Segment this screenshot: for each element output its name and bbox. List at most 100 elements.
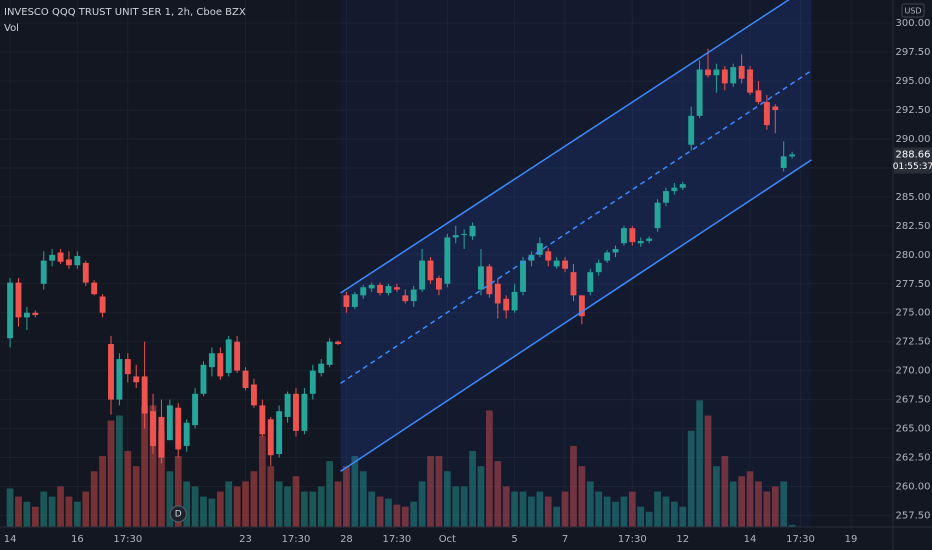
- volume-bar: [107, 420, 115, 527]
- volume-bar: [502, 486, 510, 527]
- volume-bar: [435, 456, 443, 527]
- volume-bar: [301, 491, 308, 527]
- candle-body: [713, 69, 720, 76]
- y-tick-label: 267.50: [896, 395, 931, 406]
- candle-body: [351, 294, 358, 307]
- volume-bar: [326, 461, 333, 527]
- candle-body: [368, 284, 375, 289]
- volume-bar: [679, 506, 687, 527]
- last-price-tag: [894, 147, 932, 174]
- volume-bar: [553, 506, 561, 527]
- candle-body: [646, 238, 653, 241]
- y-tick-label: 275.00: [896, 308, 931, 319]
- volume-bar: [368, 491, 376, 527]
- last-price: 288.66: [896, 150, 931, 161]
- x-tick-label: 16: [71, 534, 84, 545]
- volume-bar: [250, 471, 258, 527]
- volume-bar: [124, 450, 132, 527]
- candle-body: [293, 393, 299, 431]
- candle-body: [57, 252, 64, 262]
- candle-body: [74, 255, 81, 266]
- volume-bar: [343, 466, 350, 527]
- event-marker: [169, 505, 187, 523]
- y-tick-label: 295.00: [896, 76, 931, 87]
- candle-body: [40, 260, 47, 284]
- x-tick-label: 19: [845, 534, 858, 545]
- volume-bar: [620, 496, 628, 527]
- candle-body: [158, 416, 165, 458]
- candle-body: [763, 101, 770, 126]
- candle-body: [234, 341, 241, 371]
- volume-bar: [452, 486, 460, 527]
- volume-bar: [671, 501, 678, 527]
- y-tick-label: 272.50: [896, 337, 931, 348]
- volume-bar: [780, 481, 788, 527]
- volume-bar: [477, 466, 485, 527]
- y-tick-label: 262.50: [896, 453, 931, 464]
- currency-box[interactable]: [901, 3, 925, 18]
- candle-body: [208, 353, 215, 368]
- x-tick-label: 17:30: [382, 534, 411, 545]
- volume-bar: [191, 486, 199, 527]
- volume-bar: [586, 481, 594, 527]
- candle-body: [730, 67, 737, 84]
- volume-bar: [654, 491, 661, 527]
- candle-body: [267, 419, 274, 456]
- volume-bar: [771, 486, 779, 527]
- candle-body: [444, 237, 451, 284]
- channel-upper: [340, 0, 790, 294]
- volume-bar: [174, 456, 182, 527]
- x-tick-label: 17:30: [786, 534, 815, 545]
- candle-body: [478, 266, 484, 290]
- volume-bar: [225, 481, 233, 527]
- candle-body: [419, 260, 426, 290]
- candle-body: [217, 353, 224, 377]
- volume-bar: [738, 476, 746, 527]
- volume-bar: [662, 496, 670, 527]
- candle-body: [15, 282, 22, 318]
- candle-body: [536, 243, 543, 255]
- candle-body: [377, 284, 384, 294]
- volume-layer: [6, 400, 796, 527]
- candle-body: [587, 272, 594, 292]
- channel-lower: [340, 159, 812, 473]
- candle-body: [7, 282, 14, 339]
- candle-body: [562, 260, 569, 269]
- volume-bar: [746, 471, 754, 527]
- volume-bar: [48, 496, 56, 527]
- candle-body: [620, 228, 627, 244]
- volume-bar: [578, 466, 586, 527]
- volume-bar: [183, 481, 191, 527]
- candle-body: [435, 277, 442, 290]
- volume-bar: [351, 456, 359, 527]
- candle-body: [276, 411, 283, 455]
- x-tick-label: 17:30: [282, 534, 311, 545]
- volume-bar: [166, 471, 174, 527]
- candle-layer: [7, 48, 796, 466]
- volume-bar: [200, 496, 207, 527]
- volume-bar: [763, 491, 771, 527]
- candle-body: [511, 291, 518, 311]
- candle-body: [629, 228, 636, 243]
- candle-body: [604, 252, 611, 261]
- y-tick-label: 260.00: [896, 481, 931, 492]
- volume-bar: [158, 430, 165, 527]
- x-tick-label: 28: [340, 534, 353, 545]
- volume-bar: [443, 471, 451, 527]
- candle-body: [663, 191, 669, 203]
- volume-bar: [469, 450, 476, 527]
- volume-bar: [612, 501, 619, 527]
- candle-body: [469, 225, 476, 237]
- volume-bar: [561, 491, 569, 527]
- volume-bar: [427, 456, 434, 527]
- channel-layer: [340, 0, 812, 527]
- y-tick-label: 300.00: [896, 18, 931, 29]
- candle-body: [427, 260, 434, 281]
- channel-middle: [340, 70, 812, 385]
- candle-body: [150, 411, 156, 446]
- volume-bar: [713, 466, 720, 527]
- candle-body: [166, 405, 173, 441]
- y-tick-label: 257.50: [896, 510, 931, 521]
